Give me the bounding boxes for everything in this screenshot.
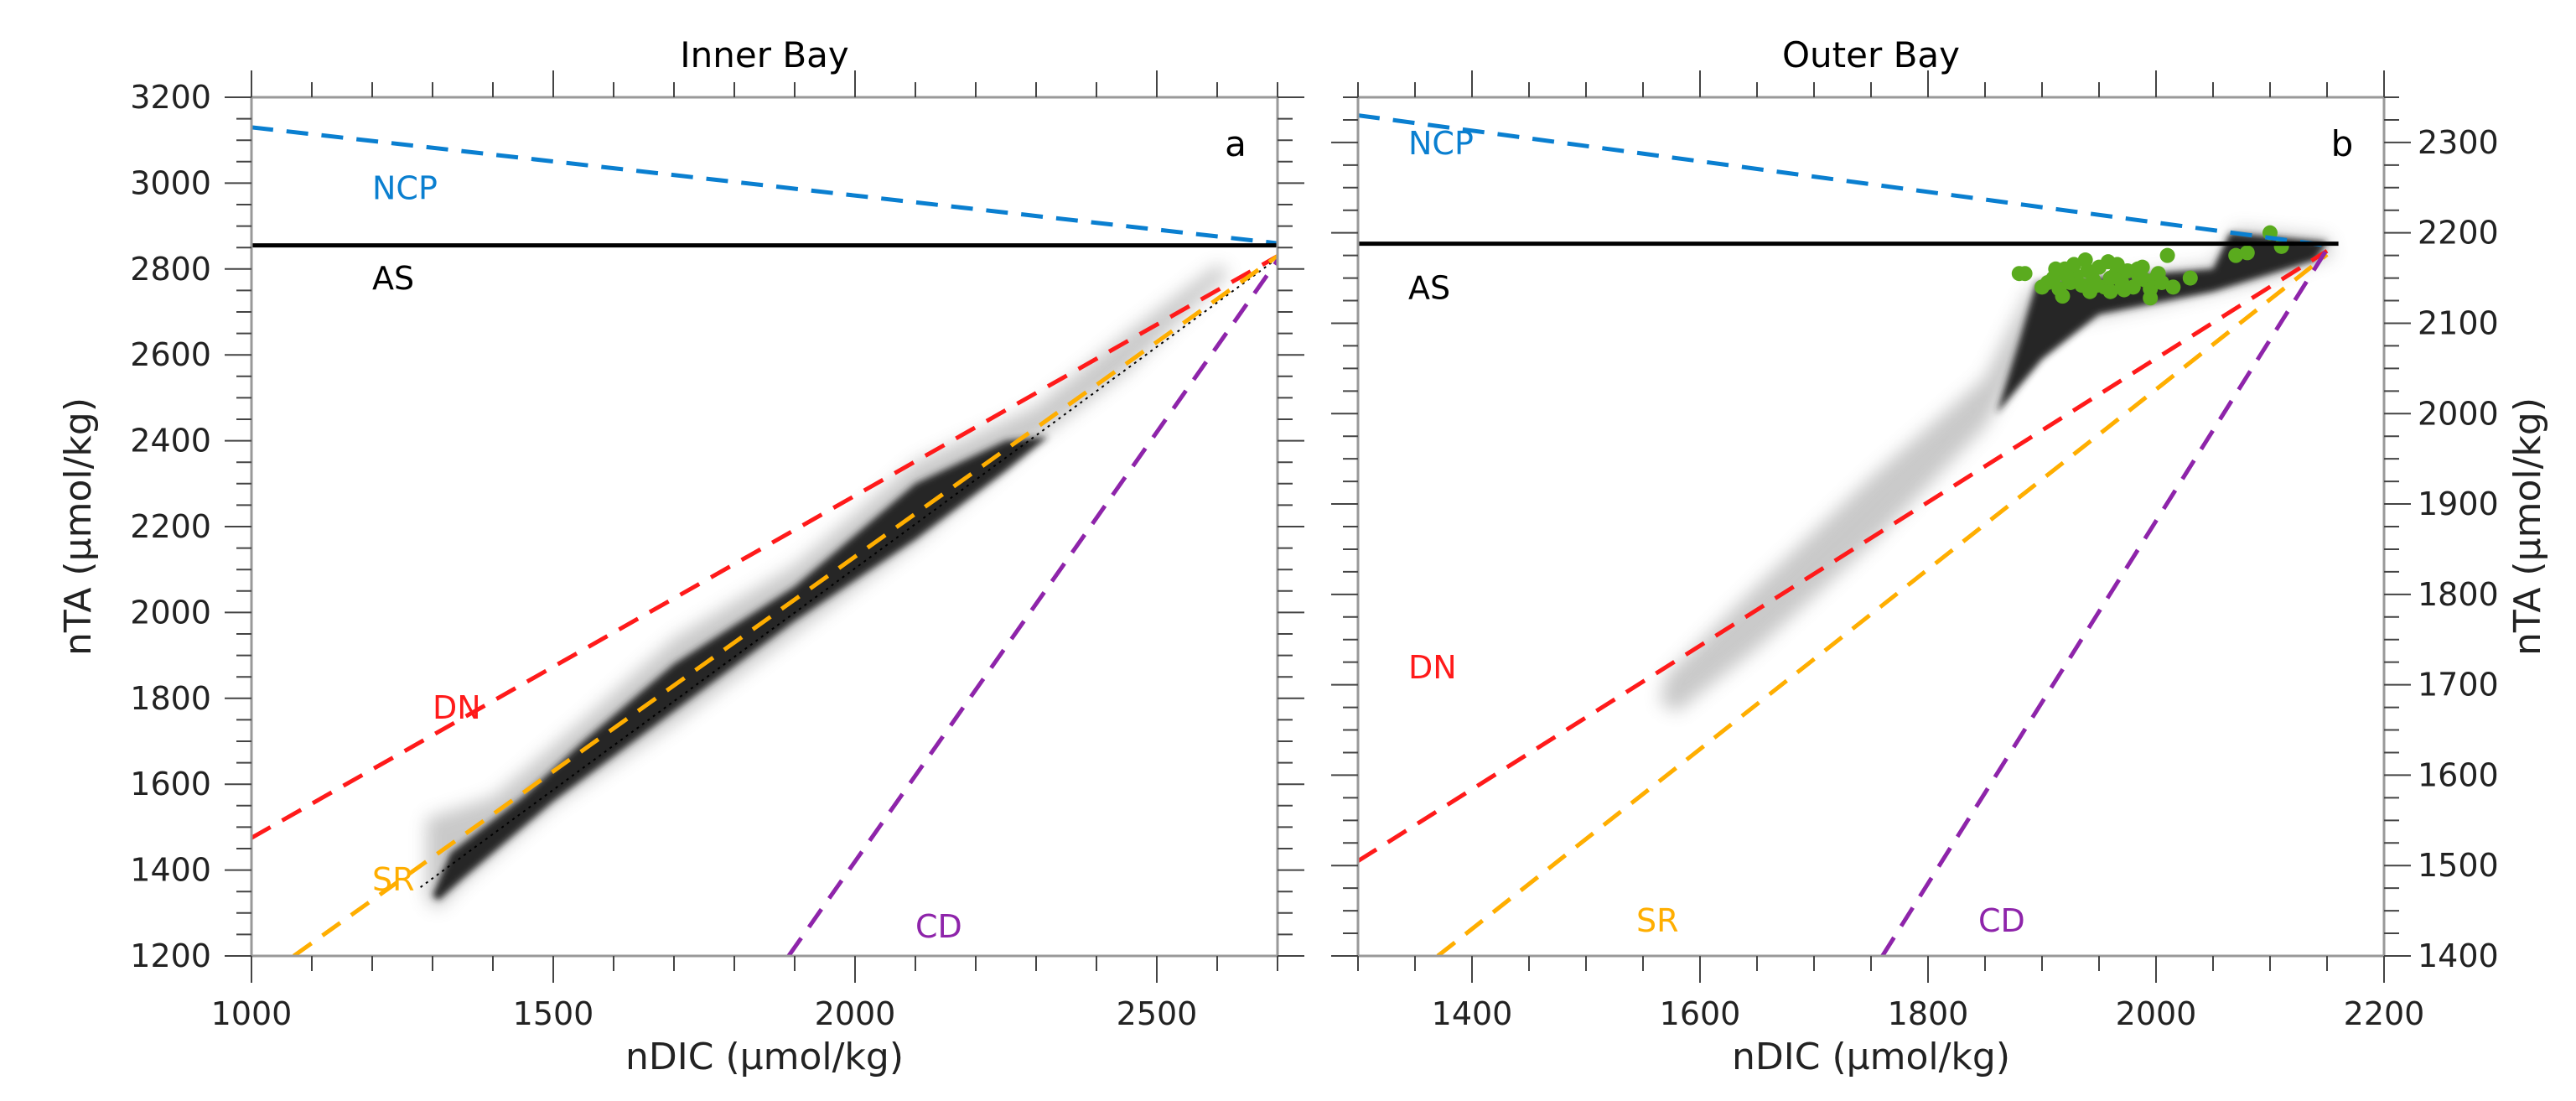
line-ncp bbox=[1358, 113, 2328, 248]
label-ncp: NCP bbox=[1408, 125, 1474, 162]
y-tick-label: 2000 bbox=[2418, 395, 2499, 432]
x-tick-label: 1400 bbox=[1432, 995, 1513, 1032]
panel-letter: b bbox=[2331, 123, 2354, 164]
label-ncp: NCP bbox=[372, 170, 438, 207]
data-point bbox=[2055, 288, 2071, 304]
line-sr bbox=[1436, 252, 2329, 956]
data-point bbox=[2017, 266, 2033, 282]
data-point bbox=[2109, 257, 2125, 273]
data-point bbox=[2239, 245, 2255, 261]
y-tick-label: 2000 bbox=[130, 594, 211, 631]
panel-title: Inner Bay bbox=[680, 34, 849, 75]
line-cd bbox=[1880, 247, 2330, 956]
x-tick-label: 2000 bbox=[815, 995, 896, 1032]
axes-frame bbox=[250, 96, 1279, 958]
x-axis-label: nDIC (μmol/kg) bbox=[625, 1036, 904, 1078]
line-ncp bbox=[251, 125, 1278, 246]
data-point bbox=[2077, 252, 2093, 268]
plot-area bbox=[1358, 113, 2339, 956]
y-tick-label: 2600 bbox=[130, 336, 211, 373]
x-tick-label: 2000 bbox=[2116, 995, 2197, 1032]
data-point bbox=[2048, 261, 2064, 277]
y-axis-label: nTA (μmol/kg) bbox=[2506, 397, 2549, 656]
x-tick-label: 1800 bbox=[1888, 995, 1969, 1032]
panel-inner-bay: NCP AS DN SR CD 1000 1500 2000 2500 1200 1400 1600 1… bbox=[57, 34, 1304, 1078]
data-point bbox=[2165, 279, 2181, 295]
panel-outer-bay: NCP AS DN SR CD 1400 1600 1800 2000 2200 1400 1500 1… bbox=[1331, 34, 2549, 1078]
label-sr: SR bbox=[1636, 902, 1679, 939]
x-tick-label: 1500 bbox=[513, 995, 594, 1032]
y-axis-label: nTA (μmol/kg) bbox=[57, 397, 100, 656]
panel-title: Outer Bay bbox=[1782, 34, 1960, 75]
x-axis-label: nDIC (μmol/kg) bbox=[1732, 1036, 2010, 1078]
data-point bbox=[2066, 257, 2082, 273]
x-tick-label: 2200 bbox=[2344, 995, 2425, 1032]
y-tick-label: 2800 bbox=[130, 251, 211, 288]
data-point bbox=[2150, 266, 2166, 282]
data-point bbox=[2228, 247, 2244, 263]
x-tick-label: 2500 bbox=[1117, 995, 1198, 1032]
data-point bbox=[2059, 268, 2075, 284]
y-tick-label: 1600 bbox=[130, 766, 211, 802]
label-cd: CD bbox=[915, 908, 962, 945]
label-as: AS bbox=[1408, 269, 1450, 306]
line-cd bbox=[786, 259, 1278, 956]
plot-area bbox=[251, 125, 1278, 956]
data-point bbox=[2116, 282, 2132, 298]
panel-letter: a bbox=[1225, 123, 1247, 164]
fit-line bbox=[420, 257, 1278, 888]
data-point bbox=[2182, 270, 2198, 286]
label-cd: CD bbox=[1978, 902, 2025, 939]
x-tick-label: 1600 bbox=[1660, 995, 1741, 1032]
data-point bbox=[2102, 283, 2118, 299]
y-tick-label: 1400 bbox=[2418, 937, 2499, 974]
y-tick-label: 1400 bbox=[130, 852, 211, 889]
data-point bbox=[2130, 261, 2146, 277]
y-tick-label: 1200 bbox=[130, 937, 211, 974]
data-cloud-dark bbox=[1996, 232, 2327, 414]
y-tick-label: 1800 bbox=[130, 680, 211, 717]
label-as: AS bbox=[372, 260, 414, 297]
label-dn: DN bbox=[433, 689, 481, 726]
data-point bbox=[2159, 247, 2175, 263]
y-tick-label: 1900 bbox=[2418, 486, 2499, 522]
y-tick-label: 3000 bbox=[130, 164, 211, 201]
y-tick-label: 3200 bbox=[130, 79, 211, 116]
y-tick-label: 1600 bbox=[2418, 756, 2499, 793]
label-dn: DN bbox=[1408, 649, 1457, 686]
data-point bbox=[2143, 290, 2159, 306]
line-dn bbox=[1358, 249, 2329, 863]
y-tick-label: 1800 bbox=[2418, 576, 2499, 613]
data-cloud-dark bbox=[433, 436, 1049, 901]
line-dn bbox=[251, 254, 1278, 840]
y-tick-label: 1700 bbox=[2418, 667, 2499, 704]
y-tick-label: 1500 bbox=[2418, 847, 2499, 884]
y-tick-label: 2200 bbox=[130, 508, 211, 545]
line-sr bbox=[292, 254, 1278, 956]
y-tick-label: 2300 bbox=[2418, 124, 2499, 161]
y-tick-label: 2200 bbox=[2418, 215, 2499, 252]
label-sr: SR bbox=[372, 861, 415, 898]
data-point bbox=[2089, 278, 2105, 293]
x-tick-label: 1000 bbox=[211, 995, 293, 1032]
data-cloud-light bbox=[1660, 228, 2333, 712]
y-tick-label: 2100 bbox=[2418, 304, 2499, 341]
y-tick-label: 2400 bbox=[130, 423, 211, 460]
